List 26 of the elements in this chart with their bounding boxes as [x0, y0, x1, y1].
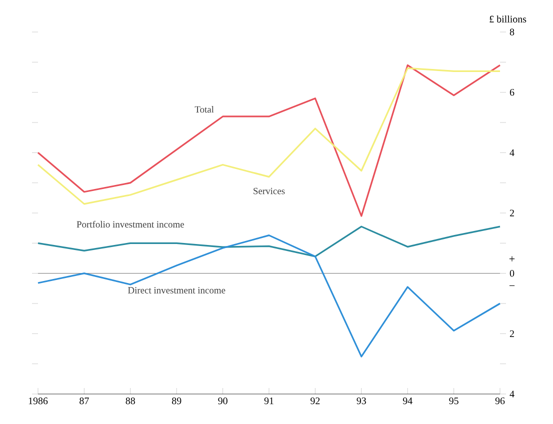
x-tick-label: 96 [495, 398, 505, 404]
x-tick-label: 93 [356, 398, 366, 404]
series-label: Total [194, 106, 214, 113]
x-tick-label: 91 [264, 398, 274, 404]
x-tick-label: 90 [218, 398, 228, 404]
line-series [37, 234, 501, 358]
x-tick-label: 87 [80, 398, 89, 404]
series-label: Direct investment income [128, 287, 226, 294]
text: − [509, 285, 515, 286]
x-tick-label: 1986 [28, 398, 48, 404]
y-tick-label: 0 [510, 270, 514, 277]
y-tick-label: 8 [510, 28, 514, 36]
x-tick-label: 95 [449, 398, 458, 404]
y-tick-label: 2 [510, 330, 514, 337]
series-label: Services [254, 188, 285, 194]
y-tick-label: 4 [510, 149, 514, 156]
y-tick-label: 4 [510, 390, 514, 398]
y-tick-label: 6 [510, 88, 514, 96]
x-tick-label: 92 [310, 398, 320, 404]
text: + [509, 256, 515, 262]
x-tick-label: 88 [126, 398, 136, 404]
y-tick-label: 2 [510, 210, 514, 216]
y-axis-title: £ billions [490, 15, 526, 22]
series-label: Portfolio investment income [76, 220, 184, 228]
x-tick-label: 89 [172, 398, 182, 404]
x-tick-label: 94 [402, 398, 412, 404]
